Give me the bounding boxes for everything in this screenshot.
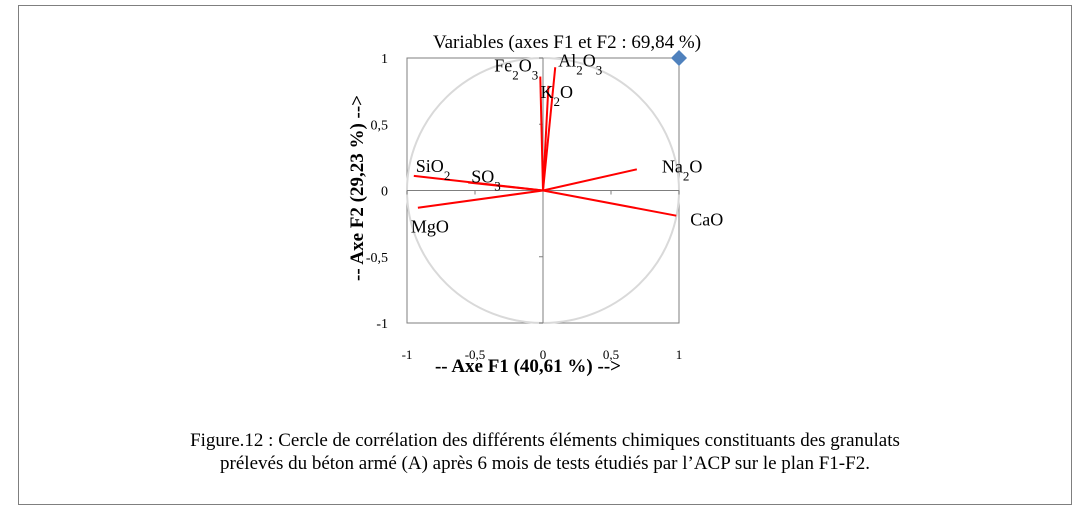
vector-k2o bbox=[542, 85, 550, 191]
point-marker bbox=[671, 50, 687, 66]
figure-caption-line-2: prélevés du béton armé (A) après 6 mois … bbox=[220, 453, 870, 474]
x-tick-label: 0 bbox=[540, 347, 547, 362]
y-axis-title: -- Axe F2 (29,23 %) --> bbox=[347, 95, 368, 281]
y-tick-label: -0,5 bbox=[366, 251, 388, 266]
chart-title: Variables (axes F1 et F2 : 69,84 %) bbox=[433, 32, 701, 53]
variable-label-al2o3: Al2O3 bbox=[558, 50, 602, 77]
x-axis-title: -- Axe F1 (40,61 %) --> bbox=[435, 356, 621, 377]
variable-label-so3: SO3 bbox=[471, 167, 501, 194]
y-tick-label: -1 bbox=[376, 317, 388, 332]
variable-label-k2o: K2O bbox=[540, 82, 573, 109]
variable-label-mgo: MgO bbox=[411, 217, 449, 237]
variable-label-cao: CaO bbox=[690, 210, 723, 230]
variable-label-na2o: Na2O bbox=[662, 156, 703, 183]
x-tick-label: -1 bbox=[402, 347, 413, 362]
y-tick-label: 0,5 bbox=[371, 118, 389, 133]
x-tick-label: -0,5 bbox=[465, 347, 486, 362]
x-tick-label: 0,5 bbox=[603, 347, 619, 362]
vector-mgo bbox=[417, 189, 544, 209]
vector-fe2o3 bbox=[539, 76, 544, 191]
figure-caption-line-1: Figure.12 : Cercle de corrélation des di… bbox=[190, 430, 900, 451]
y-tick-label: 1 bbox=[381, 52, 388, 67]
variable-label-sio2: SiO2 bbox=[416, 156, 451, 183]
y-tick-label: 0 bbox=[381, 185, 388, 200]
vector-so3 bbox=[468, 181, 544, 192]
x-tick-label: 1 bbox=[676, 347, 683, 362]
vector-na2o bbox=[542, 168, 638, 192]
vector-cao bbox=[542, 189, 677, 217]
plot-area: -1 -0,5 0 0,5 1 -1 -0,5 0 0,5 1 Fe2O3 Al2O3 K2O SiO2 S… bbox=[366, 50, 723, 362]
correlation-circle-chart: -1 -0,5 0 0,5 1 -1 -0,5 0 0,5 1 Fe2O3 Al2O3 K2O SiO2 S… bbox=[347, 32, 723, 377]
variable-label-fe2o3: Fe2O3 bbox=[494, 56, 538, 83]
